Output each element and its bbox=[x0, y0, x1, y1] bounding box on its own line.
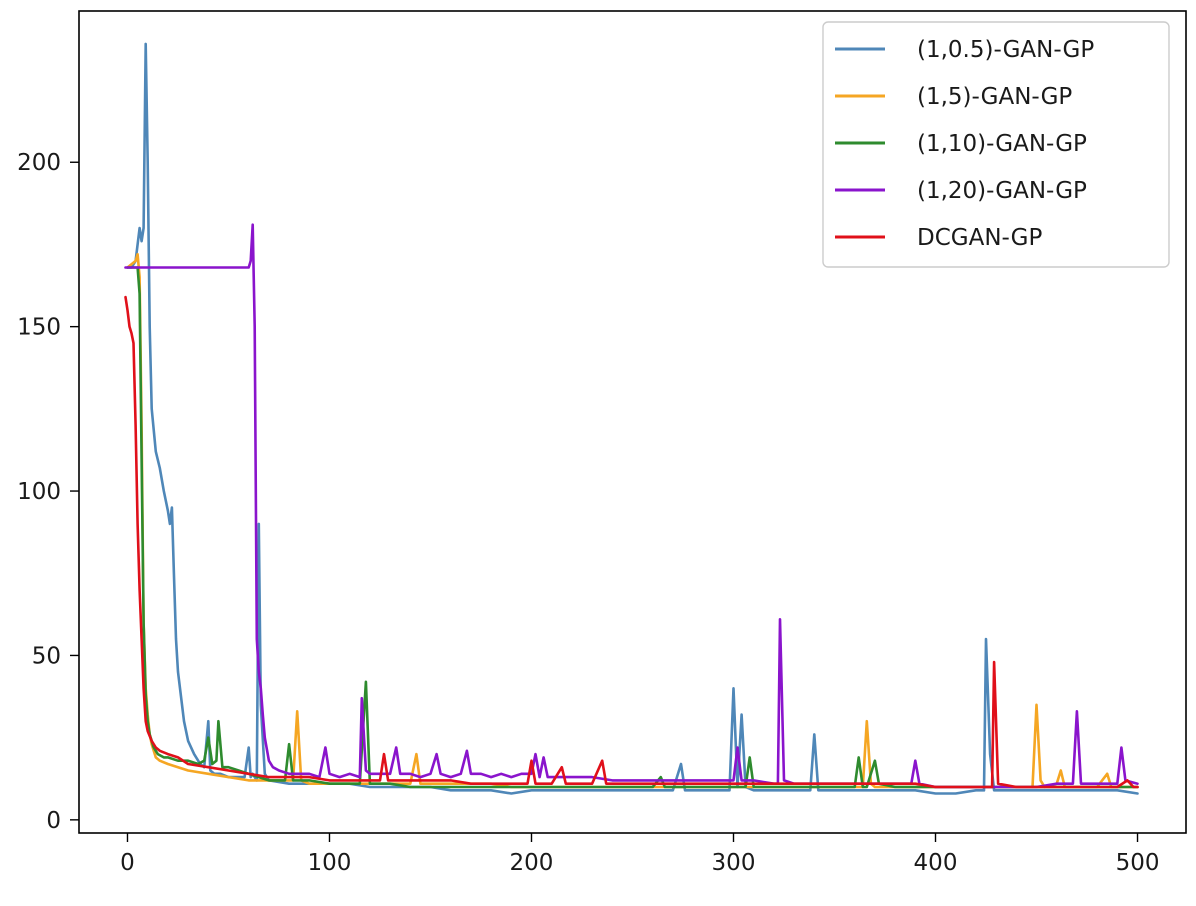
x-tick-label: 400 bbox=[914, 850, 958, 876]
x-tick-label: 300 bbox=[712, 850, 756, 876]
legend-label: (1,20)-GAN-GP bbox=[917, 178, 1087, 204]
y-tick-label: 200 bbox=[17, 150, 61, 176]
x-axis: 0 100 200 300 400 500 bbox=[120, 833, 1159, 876]
legend-box bbox=[822, 21, 1170, 268]
legend-label: (1,0.5)-GAN-GP bbox=[917, 37, 1094, 63]
series-line-5 bbox=[124, 295, 1139, 789]
series-line-4 bbox=[124, 223, 1139, 789]
series-layer bbox=[124, 42, 1139, 795]
legend-label: (1,10)-GAN-GP bbox=[917, 131, 1087, 157]
x-tick-label: 500 bbox=[1116, 850, 1160, 876]
y-tick-label: 50 bbox=[32, 643, 61, 669]
y-axis: 0 50 100 150 200 bbox=[17, 150, 79, 834]
y-tick-label: 100 bbox=[17, 479, 61, 505]
legend-label: DCGAN-GP bbox=[917, 225, 1042, 251]
legend-label: (1,5)-GAN-GP bbox=[917, 84, 1072, 110]
plot-frame bbox=[78, 10, 1187, 834]
x-tick-label: 200 bbox=[510, 850, 554, 876]
x-tick-label: 0 bbox=[120, 850, 135, 876]
x-tick-label: 100 bbox=[308, 850, 352, 876]
series-line-3 bbox=[126, 266, 1139, 789]
legend: (1,0.5)-GAN-GP (1,5)-GAN-GP (1,10)-GAN-GP (… bbox=[822, 21, 1170, 268]
y-tick-label: 0 bbox=[46, 808, 61, 834]
y-tick-label: 150 bbox=[17, 315, 61, 341]
